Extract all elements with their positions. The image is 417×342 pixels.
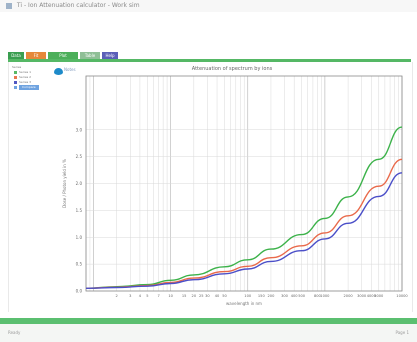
series-swatch-1 (14, 71, 17, 74)
toolbar-area (0, 12, 417, 50)
y-tick-label: 1.0 (76, 235, 83, 240)
status-left: Ready (8, 330, 21, 335)
x-tick-label: 100 (244, 294, 252, 298)
series-line-1 (85, 126, 403, 289)
x-tick-label: 4 (139, 294, 142, 298)
x-tick-label: 800 (314, 294, 322, 298)
series-item-1[interactable]: Series 1 (12, 70, 54, 75)
x-tick-label: 5 (146, 294, 148, 298)
status-right: Page 1 (395, 330, 410, 335)
app-icon (6, 3, 12, 9)
status-bar: Ready Page 1 (0, 324, 417, 342)
tab-data[interactable]: Data (8, 52, 24, 59)
plot-frame (85, 75, 403, 292)
x-tick-label: 50 (222, 294, 227, 298)
x-tick-labels: 2 3 4 5 7 10 15 20 25 30 40 50 100 150 200 300 400 500 800… (116, 294, 409, 298)
info-label: Notes (64, 67, 76, 72)
x-tick-label: 15 (182, 294, 187, 298)
x-tick-label: 40 (215, 294, 220, 298)
x-tick-label: 25 (199, 294, 204, 298)
x-tick-label: 30 (205, 294, 210, 298)
x-tick-label: 150 (258, 294, 266, 298)
tab-table[interactable]: Table (80, 52, 100, 59)
series-item-2[interactable]: Series 2 (12, 75, 54, 80)
series-swatch-4 (14, 86, 17, 89)
bottom-rule (0, 318, 417, 324)
x-tick-label: 300 (281, 294, 289, 298)
x-tick-label: 4000 (367, 294, 377, 298)
series-item-3[interactable]: Series 3 (12, 80, 54, 85)
y-tick-label: 1.5 (76, 208, 83, 213)
series-swatch-3 (14, 81, 17, 84)
x-tick-label: 3000 (357, 294, 367, 298)
y-tick-label: 3.0 (76, 127, 83, 132)
tab-fit[interactable]: Fit (26, 52, 46, 59)
tab-plot[interactable]: Plot (48, 52, 78, 59)
series-swatch-2 (14, 76, 17, 79)
y-tick-label: 0.0 (76, 289, 83, 294)
x-tick-label: 500 (298, 294, 306, 298)
y-axis-label: Dose / Photon yield in % (62, 159, 67, 208)
window-title: Ti - Ion Attenuation calculator - Work s… (16, 2, 140, 9)
x-tick-label: 3 (129, 294, 131, 298)
y-tick-label: 2.5 (76, 154, 83, 159)
series-line-3 (85, 172, 403, 289)
chart-title: Attenuation of spectrum by ions (192, 66, 273, 72)
x-tick-label: 2 (116, 294, 118, 298)
x-tick-label: 400 (291, 294, 299, 298)
series-label-3: Series 3 (19, 80, 32, 84)
series-label-2: Series 2 (19, 75, 32, 79)
tab-underline (8, 59, 411, 62)
series-list: Series Series 1 Series 2 Series 3 Compar… (12, 65, 54, 96)
x-tick-label: 10000 (396, 294, 408, 298)
y-tick-labels: 0.0 0.5 1.0 1.5 2.0 2.5 3.0 (76, 127, 83, 293)
x-tick-label: 1000 (320, 294, 330, 298)
y-tick-label: 0.5 (76, 262, 83, 267)
series-lines (85, 126, 403, 289)
x-tick-label: 7 (158, 294, 160, 298)
tab-help[interactable]: Help (102, 52, 118, 59)
series-label-4: Compare (19, 85, 39, 90)
info-icon[interactable] (54, 68, 63, 75)
series-list-header: Series (12, 65, 22, 69)
x-tick-label: 10 (168, 294, 173, 298)
series-item-4[interactable]: Compare (12, 85, 54, 90)
x-tick-label: 2000 (344, 294, 354, 298)
x-tick-label: 200 (268, 294, 276, 298)
x-tick-label: 20 (192, 294, 197, 298)
x-tick-label: 5000 (374, 294, 384, 298)
x-axis-label: wavelength in nm (226, 301, 262, 306)
series-label-1: Series 1 (19, 70, 32, 74)
y-tick-label: 2.0 (76, 181, 83, 186)
